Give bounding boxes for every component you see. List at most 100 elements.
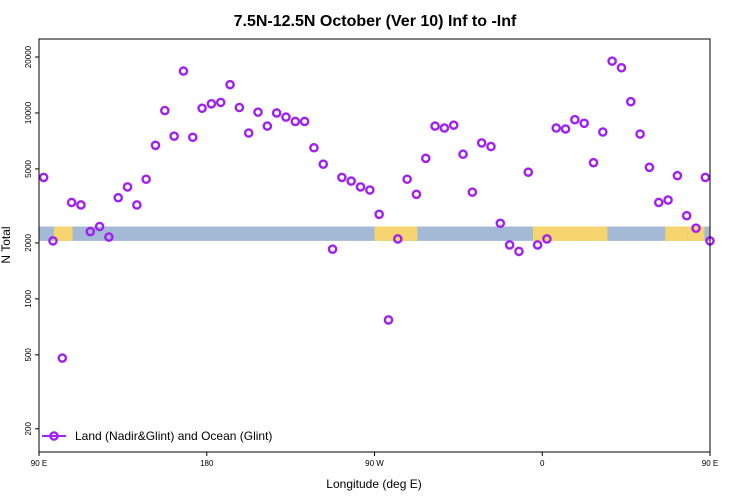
data-point (514, 246, 524, 257)
data-point (160, 105, 170, 116)
data-point (616, 62, 627, 73)
land-segment (532, 226, 608, 241)
data-point (598, 127, 608, 137)
data-point (38, 172, 49, 183)
data-point (560, 124, 571, 134)
data-point (132, 200, 142, 210)
land-segment (687, 226, 705, 241)
data-point (588, 157, 599, 168)
data-point (663, 195, 673, 205)
data-point (653, 197, 664, 208)
data-point (551, 123, 562, 133)
land-ocean-band (39, 226, 710, 241)
data-point (187, 132, 198, 143)
y-tick-label: 1000 (24, 289, 33, 307)
data-point (225, 79, 235, 90)
x-tick-label: 180 (200, 459, 214, 468)
data-point (299, 116, 310, 127)
data-point (411, 189, 422, 200)
data-point (570, 114, 580, 125)
data-point (635, 129, 645, 139)
data-point (374, 209, 384, 220)
data-point (458, 149, 468, 160)
data-point (383, 315, 394, 325)
y-axis: 200 500 1000 2000 5000 10000 20000 (24, 45, 39, 435)
data-point (141, 174, 151, 185)
x-tick-label: 90 W (365, 459, 384, 468)
data-point (169, 131, 179, 141)
data-point (327, 244, 338, 254)
data-point (234, 102, 245, 113)
data-point (150, 140, 161, 151)
data-point (271, 108, 282, 118)
data-point (318, 159, 329, 170)
y-axis-label: N Total (0, 226, 13, 263)
data-point (104, 232, 114, 242)
legend-label: Land (Nadir&Glint) and Ocean (Glint) (75, 429, 272, 443)
data-point (197, 103, 207, 114)
data-point (365, 185, 375, 195)
data-point (48, 236, 58, 246)
land-segment (374, 226, 418, 241)
data-point (691, 223, 701, 233)
data-point (448, 120, 459, 130)
data-point (85, 226, 96, 237)
x-tick-label: 0 (540, 459, 545, 468)
y-tick-label: 200 (24, 422, 33, 436)
data-point (392, 234, 403, 244)
x-tick-label: 90 E (31, 459, 47, 468)
data-point (402, 174, 412, 185)
data-point (439, 123, 450, 133)
data-point (355, 182, 366, 192)
data-point (504, 240, 515, 250)
data-point (495, 218, 506, 229)
data-point (57, 353, 68, 363)
data-point (253, 107, 263, 117)
data-point (579, 118, 589, 129)
y-tick-label: 500 (24, 348, 33, 362)
legend: Land (Nadir&Glint) and Ocean (Glint) (42, 429, 272, 443)
data-point (281, 112, 291, 122)
data-point (76, 200, 86, 210)
data-point (644, 162, 655, 173)
data-point (542, 234, 552, 244)
x-axis-label: Longitude (deg E) (326, 477, 421, 491)
data-point (625, 96, 636, 107)
data-point (672, 170, 683, 181)
data-points (38, 56, 715, 363)
x-tick-label: 90 E (702, 459, 718, 468)
land-segment (53, 226, 73, 241)
data-point (523, 167, 534, 178)
data-point (122, 182, 133, 192)
data-point (700, 172, 711, 183)
data-point (243, 128, 254, 138)
y-tick-label: 5000 (24, 159, 33, 177)
data-point (467, 187, 478, 197)
data-point (215, 97, 226, 108)
y-tick-label: 2000 (24, 233, 33, 251)
data-point (430, 121, 440, 131)
plot-area (38, 38, 711, 453)
data-point (290, 116, 301, 127)
y-tick-label: 10000 (24, 101, 33, 124)
data-point (607, 56, 617, 66)
data-point (486, 141, 496, 152)
data-point (337, 172, 347, 183)
land-segment (665, 226, 688, 241)
data-point (420, 153, 431, 164)
data-point (346, 176, 357, 186)
data-point (113, 192, 124, 203)
data-point (94, 221, 105, 232)
data-point (178, 66, 189, 76)
data-point (476, 138, 487, 148)
data-point (206, 99, 217, 109)
data-point (532, 240, 543, 250)
legend-marker (49, 431, 59, 441)
data-point (309, 142, 319, 153)
data-point (66, 197, 77, 208)
x-axis: 90 E 180 90 W 0 90 E (31, 452, 718, 468)
chart-title: 7.5N-12.5N October (Ver 10) Inf to -Inf (234, 13, 517, 30)
y-tick-label: 20000 (24, 45, 33, 68)
data-point (681, 210, 692, 221)
